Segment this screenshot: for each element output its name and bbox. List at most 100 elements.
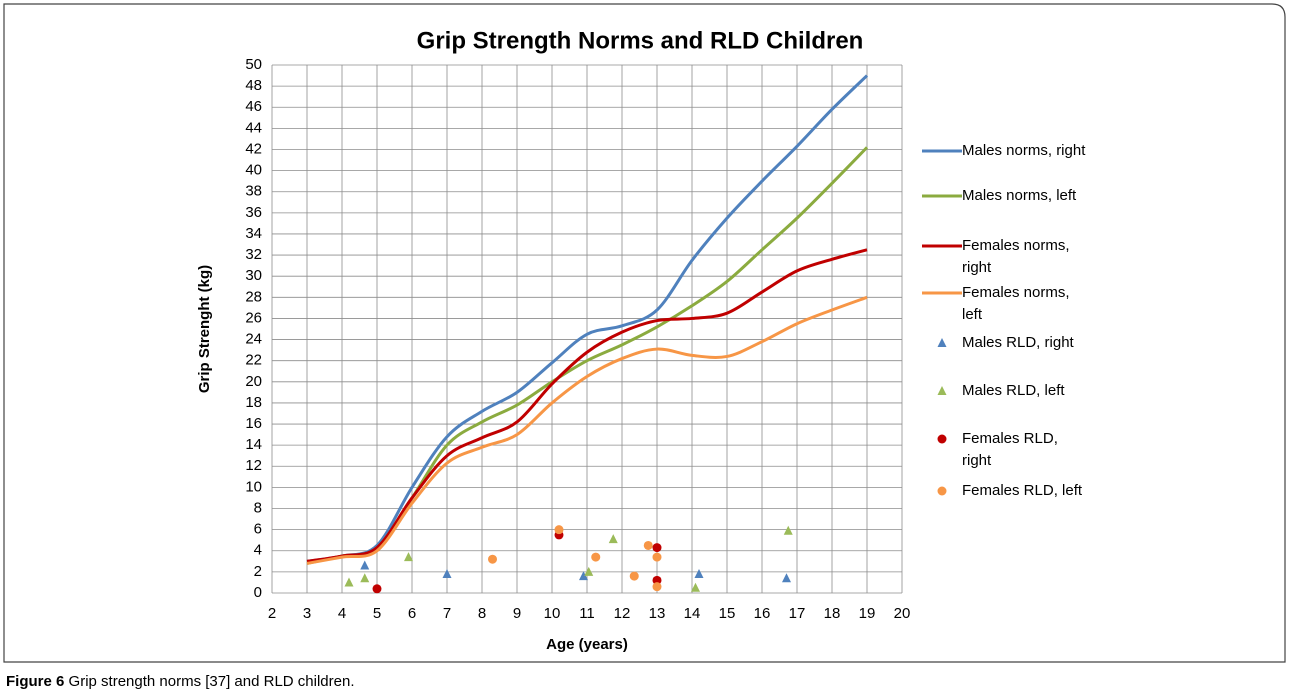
legend-label: Females RLD, right <box>962 430 1058 469</box>
frame <box>3 3 1286 663</box>
y-tick-label: 16 <box>245 415 262 432</box>
marker <box>584 566 594 576</box>
y-tick-label: 48 <box>245 77 262 94</box>
x-tick-label: 7 <box>443 605 451 622</box>
marker <box>652 575 662 585</box>
marker <box>360 573 370 583</box>
legend-label: Females norms, left <box>962 284 1070 323</box>
x-axis-label: Age (years) <box>546 636 628 653</box>
y-tick-label: 2 <box>254 563 262 580</box>
legend-marker-group <box>937 386 947 395</box>
marker <box>488 554 497 564</box>
legend-marker <box>937 434 947 444</box>
y-tick-label: 38 <box>245 183 262 200</box>
legend-label: Males RLD, right <box>962 334 1074 351</box>
y-tick-label: 28 <box>245 288 262 305</box>
x-tick-label: 16 <box>754 605 771 622</box>
x-tick-label: 19 <box>859 605 876 622</box>
marker <box>652 552 662 562</box>
y-tick-label: 42 <box>245 140 262 157</box>
y-tick-label: 14 <box>245 436 262 453</box>
legend-label: Females norms, right <box>962 237 1070 276</box>
y-axis-label: Grip Strenght (kg) <box>196 265 213 393</box>
legend-marker-group <box>937 338 947 347</box>
series-line <box>306 74 869 563</box>
legend-swatch <box>937 434 947 444</box>
marker <box>404 552 413 562</box>
legend-swatch <box>922 194 962 198</box>
legend-marker <box>937 486 947 496</box>
marker <box>554 525 564 535</box>
x-tick-label: 18 <box>824 605 841 622</box>
series-line <box>306 295 868 565</box>
marker <box>629 571 639 581</box>
legend-item: Males norms, right <box>920 140 1100 162</box>
x-tick-label: 14 <box>684 605 701 622</box>
x-tick-label: 13 <box>649 605 666 622</box>
x-tick-label: 12 <box>614 605 631 622</box>
y-tick-label: 50 <box>245 56 262 73</box>
legend-label: Males RLD, left <box>962 382 1065 399</box>
x-tick-label: 15 <box>719 605 736 622</box>
legend-marker-group <box>937 486 947 496</box>
y-tick-label: 22 <box>245 352 262 369</box>
marker <box>442 568 452 578</box>
caption: Figure 6 Grip strength norms [37] and RL… <box>6 673 355 690</box>
y-tick-label: 0 <box>254 584 262 601</box>
legend-marker <box>937 338 947 347</box>
y-tick-label: 44 <box>245 119 262 136</box>
x-tick-label: 3 <box>303 605 311 622</box>
y-tick-label: 30 <box>245 267 262 284</box>
legend-item: Males norms, left <box>920 185 1100 207</box>
legend-swatch <box>937 486 947 496</box>
x-tick-label: 8 <box>478 605 486 622</box>
chart-title: Grip Strength Norms and RLD Children <box>417 27 864 54</box>
x-tick-label: 4 <box>338 605 346 622</box>
legend-swatch <box>922 291 962 295</box>
marker <box>591 552 601 562</box>
x-tick-label: 5 <box>373 605 381 622</box>
y-tick-label: 18 <box>245 394 262 411</box>
y-tick-label: 6 <box>254 521 262 538</box>
marker <box>579 571 588 581</box>
x-tick-label: 17 <box>789 605 806 622</box>
caption-text: Grip strength norms [37] and RLD childre… <box>68 673 355 690</box>
marker <box>344 577 354 587</box>
marker <box>782 573 791 583</box>
x-tick-label: 11 <box>579 605 595 622</box>
x-tick-label: 20 <box>894 605 911 622</box>
y-tick-label: 20 <box>245 373 262 390</box>
series-line <box>306 248 868 563</box>
legend-label: Males norms, left <box>962 187 1077 204</box>
legend-marker-group <box>937 434 947 444</box>
legend-swatch <box>922 149 962 153</box>
legend-label: Males norms, right <box>962 142 1086 159</box>
x-tick-label: 9 <box>513 605 521 622</box>
legend-item: Females RLD, right <box>920 428 1100 472</box>
marker <box>652 543 662 553</box>
legend-item: Females norms, right <box>920 235 1100 279</box>
marker <box>694 568 704 578</box>
legend-swatch <box>937 386 947 395</box>
legend-swatch <box>937 338 947 347</box>
legend-marker <box>937 386 947 395</box>
y-tick-label: 8 <box>254 499 262 516</box>
y-tick-label: 36 <box>245 204 262 221</box>
y-tick-label: 34 <box>245 225 262 242</box>
y-tick-label: 12 <box>245 457 262 474</box>
y-tick-label: 40 <box>245 162 262 179</box>
legend-item: Males RLD, left <box>920 380 1100 402</box>
y-tick-label: 46 <box>245 98 262 115</box>
legend-item: Females RLD, left <box>920 480 1100 502</box>
legend-item: Males RLD, right <box>920 332 1100 354</box>
marker <box>608 534 618 544</box>
y-tick-label: 4 <box>254 542 262 559</box>
marker <box>652 582 662 592</box>
caption-label: Figure 6 <box>6 673 65 690</box>
x-tick-label: 10 <box>544 605 561 622</box>
x-tick-label: 2 <box>268 605 276 622</box>
marker <box>691 582 700 592</box>
x-tick-label: 6 <box>408 605 416 622</box>
